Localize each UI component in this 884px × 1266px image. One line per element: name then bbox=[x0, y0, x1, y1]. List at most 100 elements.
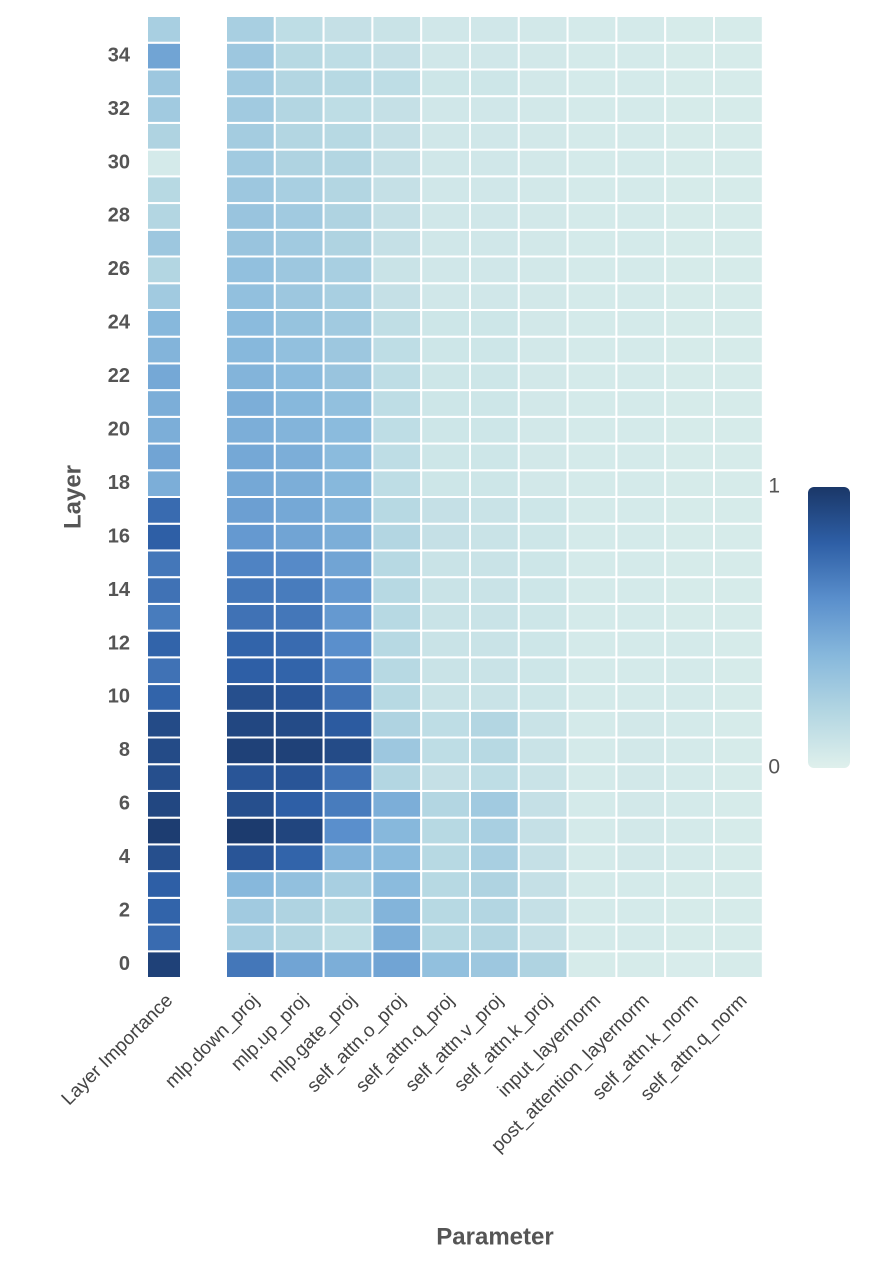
heatmap-cell bbox=[371, 442, 423, 472]
heatmap-cell bbox=[225, 15, 276, 44]
heatmap-cell bbox=[322, 95, 374, 124]
heatmap-cell bbox=[664, 709, 716, 739]
heatmap-cell bbox=[517, 15, 569, 44]
heatmap-cell bbox=[420, 95, 472, 124]
heatmap-cell bbox=[371, 629, 423, 659]
heatmap-cell bbox=[371, 68, 423, 98]
heatmap-cell bbox=[713, 522, 764, 552]
y-tick-label: 28 bbox=[108, 205, 130, 227]
heatmap-cell bbox=[664, 308, 716, 338]
heatmap-cell bbox=[664, 442, 716, 472]
heatmap-cell bbox=[664, 148, 716, 178]
heatmap-cell bbox=[566, 789, 618, 819]
heatmap-cell bbox=[517, 335, 569, 365]
heatmap-cell bbox=[566, 148, 618, 178]
heatmap-cell bbox=[273, 576, 325, 605]
heatmap-cell bbox=[225, 816, 276, 846]
heatmap-cell bbox=[322, 228, 374, 258]
heatmap-cell bbox=[615, 763, 667, 792]
heatmap-cell bbox=[469, 335, 520, 365]
heatmap-cell bbox=[371, 950, 423, 979]
heatmap-cell bbox=[713, 148, 764, 178]
heatmap-cell bbox=[273, 923, 325, 953]
heatmap-cell bbox=[566, 576, 618, 605]
heatmap-cell bbox=[371, 175, 423, 205]
heatmap-cell bbox=[225, 335, 276, 365]
heatmap-cell bbox=[322, 896, 374, 926]
heatmap-cell bbox=[273, 41, 325, 71]
heatmap-cell bbox=[146, 442, 182, 472]
heatmap-cell bbox=[146, 522, 182, 552]
heatmap-cell bbox=[146, 576, 182, 605]
heatmap-cell bbox=[469, 121, 520, 151]
heatmap-cell bbox=[566, 175, 618, 205]
heatmap-cell bbox=[371, 121, 423, 151]
heatmap-cell bbox=[615, 362, 667, 392]
heatmap-cell bbox=[225, 469, 276, 498]
heatmap-cell bbox=[420, 255, 472, 285]
heatmap-cell bbox=[615, 602, 667, 632]
heatmap-cell bbox=[371, 95, 423, 124]
heatmap-cell bbox=[469, 602, 520, 632]
y-tick-label: 30 bbox=[108, 151, 130, 173]
heatmap-cell bbox=[420, 68, 472, 98]
heatmap-cell bbox=[566, 629, 618, 659]
heatmap-cell bbox=[420, 736, 472, 766]
heatmap-cell bbox=[615, 843, 667, 873]
heatmap-cell bbox=[664, 656, 716, 686]
heatmap-cell bbox=[225, 602, 276, 632]
heatmap-cell bbox=[469, 308, 520, 338]
heatmap-cell bbox=[713, 656, 764, 686]
heatmap-cell bbox=[517, 709, 569, 739]
heatmap-cell bbox=[517, 95, 569, 124]
heatmap-cell bbox=[664, 843, 716, 873]
heatmap-cell bbox=[566, 816, 618, 846]
heatmap-cell bbox=[371, 41, 423, 71]
heatmap-cell bbox=[273, 843, 325, 873]
heatmap-cell bbox=[566, 843, 618, 873]
heatmap-cell bbox=[664, 870, 716, 899]
heatmap-cell bbox=[713, 469, 764, 498]
heatmap-cell bbox=[713, 362, 764, 392]
heatmap-cell bbox=[322, 362, 374, 392]
heatmap-cell bbox=[615, 896, 667, 926]
heatmap-cell bbox=[371, 709, 423, 739]
heatmap-cell bbox=[469, 175, 520, 205]
x-tick-label: Layer Importance bbox=[58, 990, 177, 1109]
heatmap-cell bbox=[469, 442, 520, 472]
heatmap-cell bbox=[517, 175, 569, 205]
heatmap-cell bbox=[371, 415, 423, 445]
heatmap-cell bbox=[566, 121, 618, 151]
heatmap-cell bbox=[420, 202, 472, 231]
heatmap-cell bbox=[615, 709, 667, 739]
heatmap-cell bbox=[420, 656, 472, 686]
heatmap-cell bbox=[517, 629, 569, 659]
heatmap-cell bbox=[146, 282, 182, 311]
heatmap-cell bbox=[146, 41, 182, 71]
heatmap-cell bbox=[713, 549, 764, 579]
heatmap-cell bbox=[322, 415, 374, 445]
heatmap-cell bbox=[322, 41, 374, 71]
heatmap-cell bbox=[146, 870, 182, 899]
heatmap-cell bbox=[664, 68, 716, 98]
heatmap-cell bbox=[469, 656, 520, 686]
heatmap-cell bbox=[420, 896, 472, 926]
heatmap-cell bbox=[146, 629, 182, 659]
heatmap-cell bbox=[273, 282, 325, 311]
heatmap-cell bbox=[371, 362, 423, 392]
heatmap-cell bbox=[371, 763, 423, 792]
heatmap-cell bbox=[615, 389, 667, 418]
heatmap-cell bbox=[420, 389, 472, 418]
colorbar bbox=[808, 487, 850, 768]
heatmap-cell bbox=[371, 522, 423, 552]
heatmap-cell bbox=[146, 389, 182, 418]
heatmap-cell bbox=[469, 629, 520, 659]
y-tick-label: 22 bbox=[108, 365, 130, 387]
heatmap-cell bbox=[146, 950, 182, 979]
heatmap-cell bbox=[469, 763, 520, 792]
heatmap-cell bbox=[713, 736, 764, 766]
heatmap-cell bbox=[713, 923, 764, 953]
heatmap-cell bbox=[322, 736, 374, 766]
heatmap-cell bbox=[469, 870, 520, 899]
heatmap-cell bbox=[469, 41, 520, 71]
